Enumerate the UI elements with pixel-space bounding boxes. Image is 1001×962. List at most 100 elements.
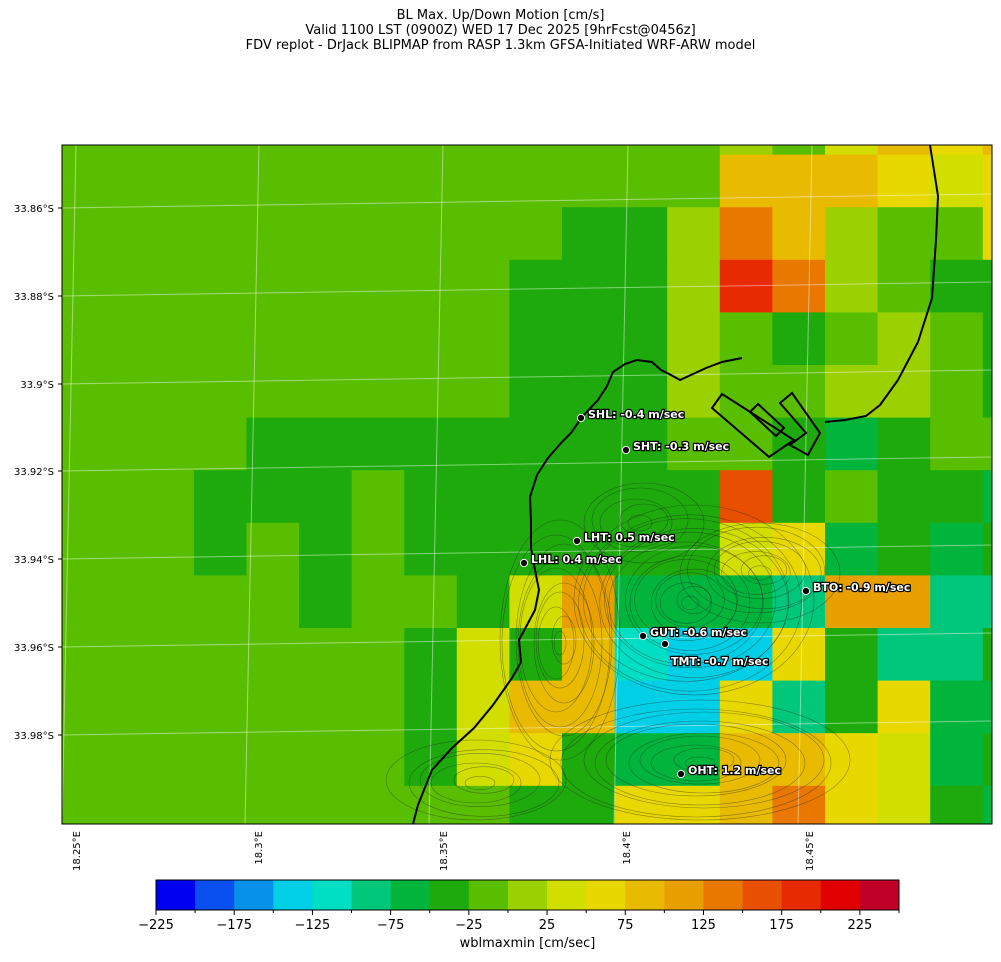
field-cell bbox=[719, 733, 773, 787]
axes: 33.86°S 33.88°S 33.9°S 33.92°S 33.94°S 33.96°… bbox=[14, 204, 816, 871]
station-bto: BTO: -0.9 m/sec bbox=[801, 580, 912, 595]
field-cell bbox=[667, 628, 721, 682]
field-cell bbox=[562, 575, 616, 629]
field-cell bbox=[509, 145, 563, 156]
colorbar-swatch bbox=[156, 880, 196, 910]
parallel-line bbox=[62, 632, 992, 648]
field-cell bbox=[246, 575, 300, 629]
field-cell bbox=[141, 785, 195, 824]
field-cell bbox=[983, 944, 1001, 962]
field-cell bbox=[351, 785, 405, 824]
station-marker-icon bbox=[660, 639, 670, 649]
field-cell bbox=[877, 733, 931, 787]
field-cell bbox=[614, 785, 668, 824]
station-oht: OHT: 1.2 m/sec bbox=[676, 763, 782, 778]
field-cell bbox=[456, 522, 510, 576]
field-cell bbox=[88, 312, 142, 366]
field-cell bbox=[299, 312, 353, 366]
field-cell bbox=[299, 785, 353, 824]
field-cell bbox=[299, 207, 353, 261]
colorbar-tick-label: 125 bbox=[691, 918, 716, 933]
breakwater-outline bbox=[778, 391, 822, 457]
field-cell bbox=[62, 575, 90, 629]
field-cell bbox=[88, 154, 142, 208]
field-cell bbox=[562, 312, 616, 366]
field-cell bbox=[719, 522, 773, 576]
field-cell bbox=[772, 145, 826, 156]
field-cell bbox=[772, 785, 826, 824]
meridian-line bbox=[613, 145, 629, 824]
field-cell bbox=[825, 417, 879, 471]
field-cell bbox=[877, 365, 931, 419]
field-cell bbox=[772, 575, 826, 629]
field-cell bbox=[719, 145, 773, 156]
station-lht: LHT: 0.5 m/sec bbox=[572, 530, 676, 545]
colorbar-swatch bbox=[351, 880, 392, 910]
title-line-2: Valid 1100 LST (0900Z) WED 17 Dec 2025 [… bbox=[305, 23, 696, 38]
colorbar-label: wblmaxmin [cm/sec] bbox=[459, 936, 596, 951]
contour-line bbox=[583, 711, 825, 809]
lon-label: 18.25°E bbox=[72, 831, 83, 871]
contour-line bbox=[608, 541, 764, 665]
field-cell bbox=[89, 838, 142, 891]
field-cell bbox=[246, 312, 300, 366]
field-cell bbox=[351, 522, 405, 576]
coast-east-path bbox=[824, 145, 940, 423]
field-cell bbox=[62, 417, 90, 471]
contour-line bbox=[578, 514, 802, 692]
parallel-line bbox=[62, 193, 992, 209]
field-cell bbox=[719, 470, 773, 524]
field-cell bbox=[193, 785, 247, 824]
field-cell bbox=[246, 628, 300, 682]
field-cell bbox=[193, 312, 247, 366]
field-cell bbox=[930, 838, 983, 891]
field-cell bbox=[141, 154, 195, 208]
contour-line bbox=[605, 723, 787, 797]
colorbar-swatch bbox=[234, 880, 274, 910]
contour-line bbox=[583, 482, 705, 564]
colorbar-swatch bbox=[703, 880, 744, 910]
field-cell bbox=[36, 891, 89, 944]
contour-line bbox=[599, 528, 789, 678]
field-cell bbox=[509, 207, 563, 261]
contour-line bbox=[501, 534, 611, 752]
field-cell bbox=[246, 470, 300, 524]
field-cell bbox=[62, 312, 90, 366]
colorbar-swatch bbox=[468, 880, 509, 910]
field-cell bbox=[456, 470, 510, 524]
field-cell bbox=[62, 207, 90, 261]
field-cell bbox=[246, 365, 300, 419]
contour-line bbox=[627, 514, 653, 532]
field-cell bbox=[982, 785, 992, 824]
field-cell bbox=[193, 145, 247, 156]
field-cell bbox=[614, 312, 668, 366]
contour-line bbox=[599, 498, 673, 548]
field-cell bbox=[89, 891, 142, 944]
field-cell bbox=[299, 628, 353, 682]
field-cell bbox=[299, 154, 353, 208]
field-cell bbox=[877, 259, 931, 313]
field-cell bbox=[404, 365, 458, 419]
colorbar-swatch bbox=[507, 880, 548, 910]
field-cell bbox=[141, 522, 195, 576]
contour-line bbox=[628, 732, 780, 794]
field-cell bbox=[404, 259, 458, 313]
contour-line bbox=[740, 555, 788, 585]
coastline-path bbox=[412, 357, 743, 824]
field-cell bbox=[404, 628, 458, 682]
field-cell bbox=[930, 207, 984, 261]
contour-line bbox=[687, 526, 825, 614]
field-cell bbox=[299, 680, 353, 734]
field-cell bbox=[141, 628, 195, 682]
field-cell bbox=[89, 944, 142, 962]
field-cell bbox=[825, 733, 879, 787]
field-cell bbox=[667, 312, 721, 366]
field-cell bbox=[509, 785, 563, 824]
contour-line bbox=[713, 541, 807, 599]
field-cell bbox=[772, 365, 826, 419]
colorbar-tick-label: −25 bbox=[455, 918, 482, 933]
field-cell bbox=[982, 680, 992, 734]
field-cell bbox=[982, 417, 992, 471]
field-cell bbox=[719, 259, 773, 313]
lat-label: 33.96°S bbox=[14, 643, 54, 654]
